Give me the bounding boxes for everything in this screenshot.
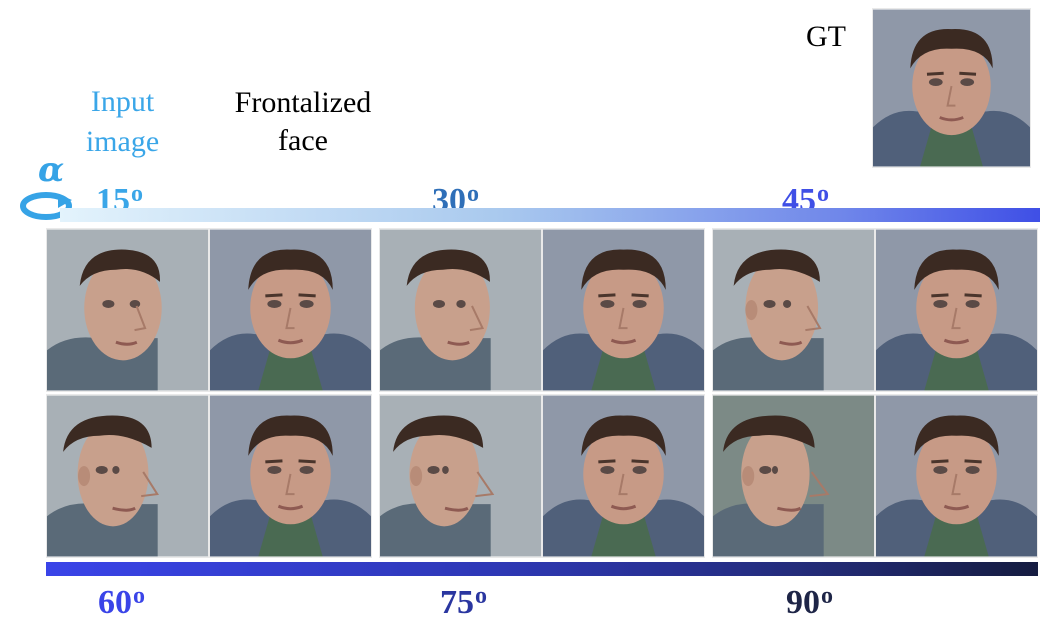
angle-label-60: 60o (98, 583, 145, 621)
profile-60-photo (46, 394, 209, 558)
input-image-label: Input image (70, 82, 175, 162)
profile-face-drawing (713, 229, 874, 391)
frontal-face-drawing (543, 229, 704, 391)
rotation-arrow-icon (20, 192, 72, 220)
profile-face-drawing (47, 229, 208, 391)
angle-gradient-bar-top (60, 208, 1040, 222)
frontal-face-drawing (876, 395, 1037, 557)
profile-15-photo (46, 228, 209, 392)
profile-face-drawing (713, 395, 874, 557)
profile-45-photo (712, 228, 875, 392)
gt-image (872, 8, 1031, 168)
frontalized-face-label: Frontalized face (208, 84, 398, 160)
frontalized-75-photo (542, 394, 705, 558)
frontal-face-drawing (210, 229, 371, 391)
profile-30-photo (379, 228, 542, 392)
frontalized-30-photo (542, 228, 705, 392)
frontalized-label-line2: face (278, 124, 328, 157)
angle-label-75: 75o (440, 583, 487, 621)
gt-label: GT (806, 20, 846, 53)
alpha-symbol: α (38, 150, 65, 190)
frontal-face-drawing (210, 395, 371, 557)
angle-gradient-bar-bottom (46, 562, 1038, 576)
profile-90-photo (712, 394, 875, 558)
frontal-face-drawing (876, 229, 1037, 391)
frontalized-15-photo (209, 228, 372, 392)
profile-face-drawing (380, 229, 541, 391)
profile-75-photo (379, 394, 542, 558)
input-label-line1: Input (90, 85, 155, 118)
input-label-line2: image (85, 125, 160, 158)
frontal-face-drawing (543, 395, 704, 557)
frontalized-90-photo (875, 394, 1038, 558)
frontalized-label-line1: Frontalized (234, 86, 372, 119)
frontal-face-drawing (873, 9, 1030, 167)
frontalized-45-photo (875, 228, 1038, 392)
angle-label-90: 90o (786, 583, 833, 621)
frontalized-60-photo (209, 394, 372, 558)
profile-face-drawing (47, 395, 208, 557)
profile-face-drawing (380, 395, 541, 557)
